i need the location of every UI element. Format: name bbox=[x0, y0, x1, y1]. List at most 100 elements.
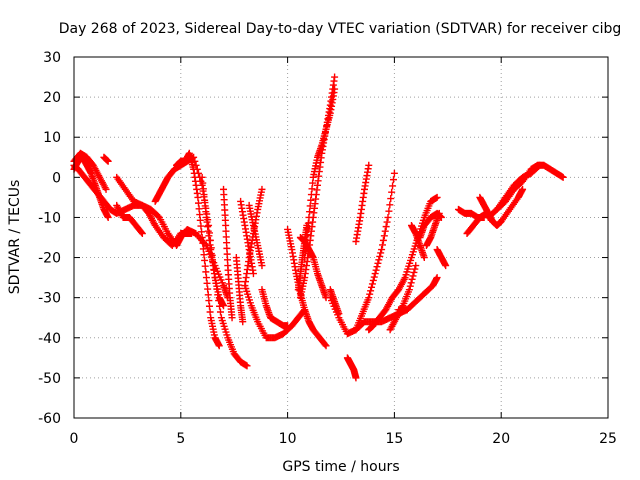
chart-title: Day 268 of 2023, Sidereal Day-to-day VTE… bbox=[59, 21, 622, 37]
data-point bbox=[374, 259, 382, 267]
series-arc2 bbox=[70, 149, 110, 193]
x-tick-label: 10 bbox=[279, 431, 297, 447]
data-point bbox=[519, 185, 527, 193]
series-arc37 bbox=[484, 161, 544, 221]
data-point bbox=[187, 229, 195, 237]
series-arc32 bbox=[433, 246, 450, 270]
data-point bbox=[412, 262, 420, 270]
data-point bbox=[382, 223, 390, 231]
x-tick-label: 5 bbox=[176, 431, 185, 447]
data-point bbox=[258, 262, 266, 270]
series-arc18 bbox=[301, 85, 339, 262]
data-point bbox=[296, 234, 304, 241]
x-tick-label: 15 bbox=[385, 431, 403, 447]
data-point bbox=[249, 270, 257, 278]
data-point bbox=[381, 227, 389, 235]
series-arc22 bbox=[343, 354, 360, 382]
data-point bbox=[378, 246, 386, 254]
data-point bbox=[387, 195, 395, 203]
data-point bbox=[331, 73, 339, 81]
data-point bbox=[389, 182, 397, 190]
data-point bbox=[389, 176, 397, 184]
data-point bbox=[408, 275, 416, 283]
y-axis-label: SDTVAR / TECUs bbox=[7, 180, 23, 295]
data-point bbox=[489, 217, 497, 225]
data-point bbox=[368, 280, 376, 288]
data-point bbox=[559, 173, 567, 181]
series-arc14 bbox=[241, 185, 309, 342]
data-point bbox=[365, 161, 373, 169]
series-arc10 bbox=[220, 185, 236, 322]
data-point bbox=[228, 314, 236, 322]
data-point bbox=[375, 256, 383, 264]
data-point bbox=[378, 241, 386, 249]
y-tick-label: -20 bbox=[38, 251, 61, 267]
y-tick-label: -40 bbox=[38, 331, 61, 347]
series-arc6 bbox=[70, 161, 195, 250]
data-point bbox=[534, 162, 542, 170]
data-point bbox=[377, 249, 385, 257]
x-axis-label: GPS time / hours bbox=[282, 459, 399, 475]
data-point bbox=[303, 221, 311, 229]
data-point bbox=[386, 201, 394, 209]
series-arc28 bbox=[395, 274, 441, 314]
data-point bbox=[410, 268, 418, 276]
data-point bbox=[371, 270, 379, 278]
data-point bbox=[409, 272, 417, 280]
data-point bbox=[138, 229, 146, 237]
data-point bbox=[321, 341, 329, 349]
data-point bbox=[137, 228, 145, 236]
data-point bbox=[380, 232, 388, 240]
plot-frame bbox=[73, 56, 609, 419]
data-point bbox=[104, 213, 112, 221]
data-point bbox=[215, 342, 223, 350]
data-point bbox=[373, 263, 381, 271]
series-arc9 bbox=[198, 173, 228, 310]
data-point bbox=[366, 290, 374, 298]
y-tick-label: 10 bbox=[43, 130, 61, 146]
grid-lines bbox=[74, 57, 608, 418]
data-point bbox=[383, 218, 391, 226]
series-arc3 bbox=[100, 153, 112, 165]
data-point bbox=[406, 282, 414, 290]
series-arc11 bbox=[232, 254, 247, 326]
data-point bbox=[433, 274, 441, 282]
data-point bbox=[284, 322, 292, 330]
data-point bbox=[220, 302, 228, 310]
data-point bbox=[104, 157, 112, 165]
series-arc8 bbox=[173, 149, 223, 350]
series-arc36 bbox=[493, 161, 567, 213]
series-arc20 bbox=[296, 234, 330, 302]
data-point bbox=[536, 161, 544, 169]
data-point bbox=[352, 374, 360, 382]
data-point bbox=[385, 207, 393, 215]
data-point bbox=[365, 294, 373, 302]
data-point bbox=[368, 283, 376, 291]
y-tick-label: -30 bbox=[38, 291, 61, 307]
x-tick-label: 0 bbox=[70, 431, 79, 447]
data-point bbox=[216, 308, 224, 316]
x-tick-label: 20 bbox=[492, 431, 510, 447]
series-arc5 bbox=[113, 173, 232, 302]
y-tick-label: -10 bbox=[38, 210, 61, 226]
data-point bbox=[390, 169, 398, 177]
y-tick-label: 30 bbox=[43, 50, 61, 66]
data-point bbox=[420, 254, 428, 262]
data-point bbox=[331, 85, 339, 93]
series-arc15 bbox=[258, 286, 292, 330]
data-point bbox=[405, 286, 413, 294]
series-arc24 bbox=[352, 161, 373, 246]
y-tick-label: 20 bbox=[43, 90, 61, 106]
data-point bbox=[376, 252, 384, 260]
series-arc31 bbox=[422, 209, 443, 250]
data-point bbox=[102, 185, 110, 193]
y-tick-label: 0 bbox=[52, 170, 61, 186]
y-tick-label: -60 bbox=[38, 411, 61, 427]
data-point bbox=[411, 265, 419, 273]
data-point bbox=[407, 279, 415, 287]
data-point bbox=[388, 188, 396, 196]
y-tick-label: -50 bbox=[38, 371, 61, 387]
data-point bbox=[379, 236, 387, 244]
data-point bbox=[370, 273, 378, 281]
